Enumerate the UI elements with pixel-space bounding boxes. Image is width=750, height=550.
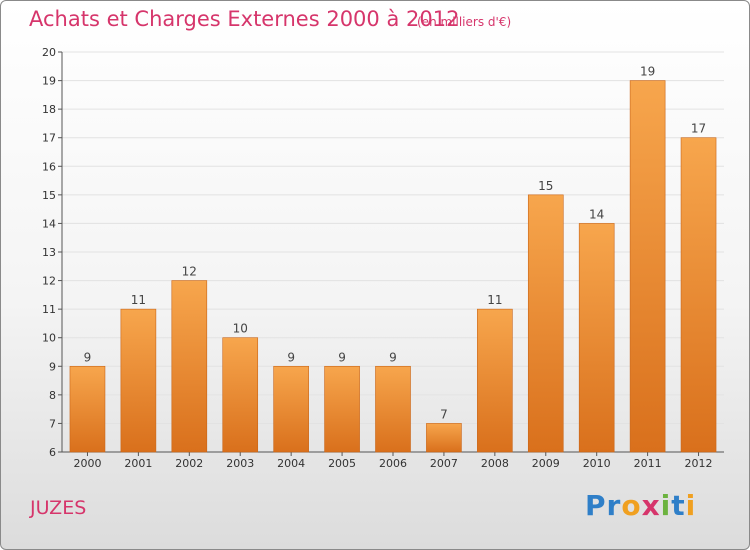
y-tick-label: 13 — [42, 246, 56, 259]
x-tick-label: 2006 — [379, 457, 407, 470]
x-tick-label: 2005 — [328, 457, 356, 470]
bar-value-label: 19 — [640, 65, 655, 79]
bar-value-label: 15 — [538, 179, 553, 193]
x-tick-label: 2003 — [226, 457, 254, 470]
bar-value-label: 9 — [84, 350, 92, 364]
y-tick-label: 17 — [42, 132, 56, 145]
logo-letter: t — [671, 489, 686, 522]
bar — [69, 365, 106, 453]
bar — [324, 365, 360, 453]
x-tick-label: 2002 — [175, 457, 203, 470]
x-tick-label: 2010 — [583, 457, 611, 470]
logo-letter: i — [660, 489, 672, 522]
y-tick-label: 8 — [49, 389, 56, 402]
y-tick-label: 12 — [42, 275, 56, 288]
chart-subtitle: (en milliers d'€) — [417, 15, 512, 29]
bar-value-label: 14 — [589, 207, 604, 221]
bar — [629, 80, 666, 453]
x-tick-label: 2001 — [124, 457, 152, 470]
logo-letter: P — [585, 489, 607, 522]
logo-letter: i — [685, 489, 697, 522]
bars — [69, 80, 717, 453]
y-tick-label: 6 — [49, 446, 56, 459]
chart-title: Achats et Charges Externes 2000 à 2012 — [29, 7, 460, 31]
proxiti-logo: Proxiti — [585, 489, 696, 522]
y-tick-label: 14 — [42, 217, 56, 230]
y-tick-label: 9 — [49, 360, 56, 373]
y-tick-label: 7 — [49, 417, 56, 430]
bar-value-label: 12 — [182, 265, 197, 279]
bar — [426, 423, 462, 453]
bar-value-label: 9 — [287, 350, 295, 364]
bar-value-label: 17 — [691, 122, 706, 136]
y-tick-label: 10 — [42, 332, 56, 345]
y-tick-label: 20 — [42, 46, 56, 59]
bar — [527, 194, 564, 453]
x-tick-label: 2009 — [532, 457, 560, 470]
x-tick-label: 2000 — [73, 457, 101, 470]
bar-value-label: 9 — [338, 350, 346, 364]
bar-value-label: 11 — [487, 293, 502, 307]
bar-value-label: 10 — [233, 322, 248, 336]
x-tick-label: 2012 — [685, 457, 713, 470]
labels: 6 7 8 9 10 11 12 13 14 15 16 17 18 19 20 9 2000 11 2001 12 2… — [42, 46, 713, 470]
bar-value-label: 11 — [131, 293, 146, 307]
x-tick-label: 2011 — [634, 457, 662, 470]
bar — [222, 337, 259, 453]
logo-letter: o — [621, 489, 642, 522]
y-tick-label: 16 — [42, 160, 56, 173]
bar — [375, 365, 411, 453]
x-tick-label: 2007 — [430, 457, 458, 470]
y-tick-label: 11 — [42, 303, 56, 316]
bar — [120, 308, 157, 453]
x-tick-label: 2004 — [277, 457, 305, 470]
y-tick-label: 15 — [42, 189, 56, 202]
commune-name: JUZES — [30, 497, 87, 519]
x-tick-label: 2008 — [481, 457, 509, 470]
logo-letter: x — [641, 489, 661, 522]
bar — [680, 137, 717, 453]
logo-letter: r — [606, 489, 622, 522]
bar — [171, 280, 208, 453]
bar — [273, 365, 309, 453]
y-tick-label: 18 — [42, 103, 56, 116]
bar-value-label: 7 — [440, 407, 448, 421]
y-tick-label: 19 — [42, 75, 56, 88]
bar — [477, 308, 513, 453]
bar-value-label: 9 — [389, 350, 397, 364]
bar — [578, 223, 615, 453]
